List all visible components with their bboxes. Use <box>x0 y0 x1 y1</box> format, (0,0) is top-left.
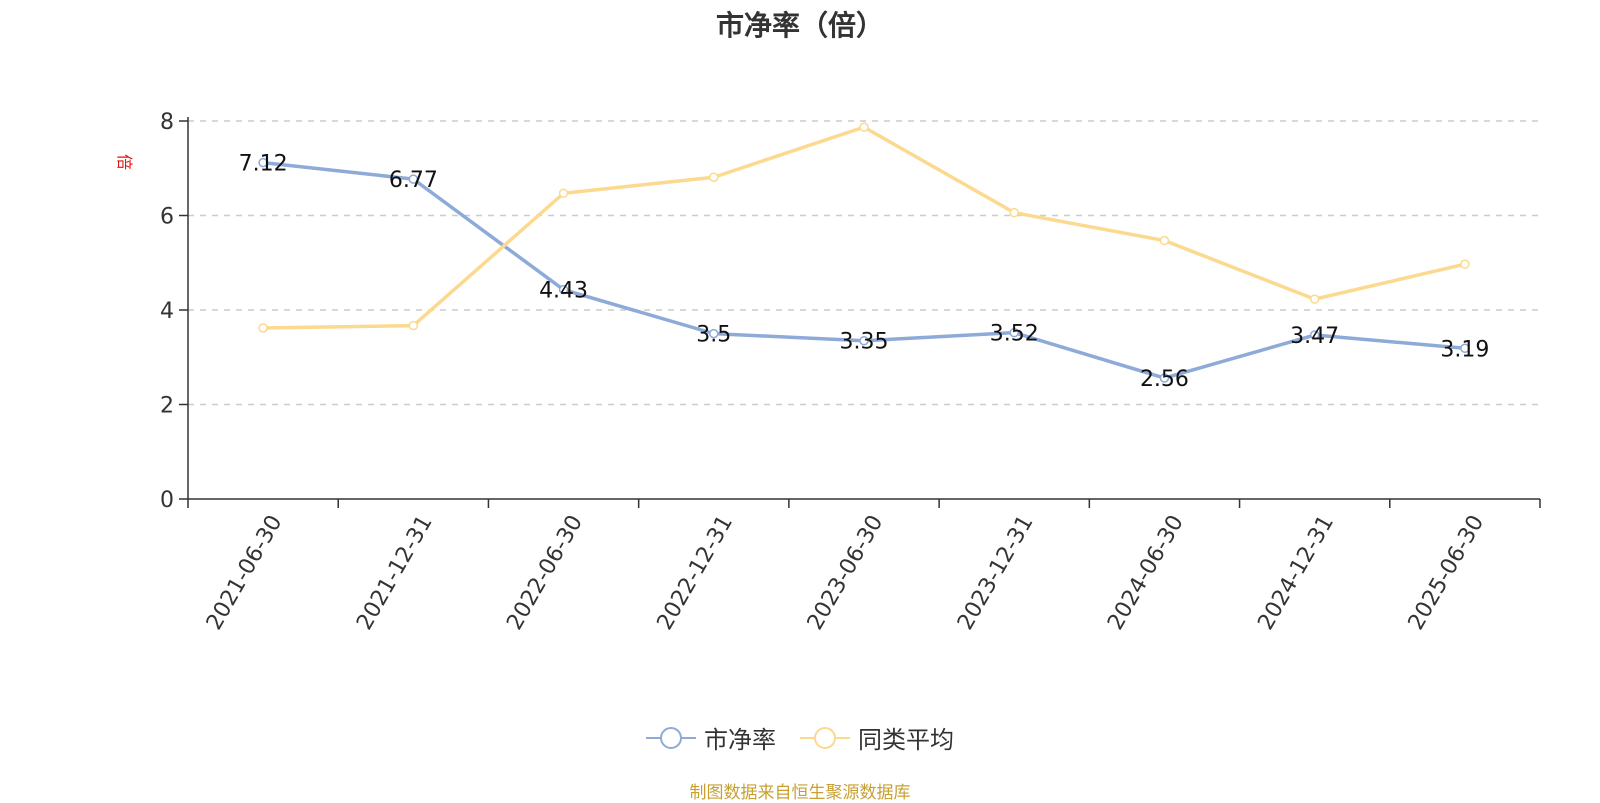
data-point-pb <box>1309 330 1320 340</box>
data-label-pb: 2.56 <box>1140 367 1189 392</box>
data-point-pb <box>1460 343 1470 354</box>
legend-label-peer-average: 同类平均 <box>858 726 954 754</box>
data-point-pb <box>558 284 569 295</box>
data-point-peer-average <box>258 323 268 333</box>
data-source-note: 制图数据来自恒生聚源数据库 <box>689 783 911 803</box>
data-point-peer-average <box>1159 235 1170 246</box>
line-chart: 0 2 4 6 8 2021-06-30 2021-12-31 2022-06-30 2022-… <box>160 110 1541 634</box>
grid-lines <box>188 120 1540 406</box>
data-point-peer-average <box>558 188 569 199</box>
data-label-pb: 3.47 <box>1290 324 1339 349</box>
data-label-pb: 3.35 <box>840 330 889 355</box>
data-point-pb <box>1009 327 1019 338</box>
series-group <box>258 122 1470 383</box>
data-point-peer-average <box>408 320 419 331</box>
data-point-pb <box>709 328 719 339</box>
data-labels: 7.12 6.77 4.43 3.5 3.35 3.52 2.56 3.47 3.19 <box>239 152 1490 392</box>
data-label-pb: 3.52 <box>990 322 1039 347</box>
x-tick-label: 2025-06-30 <box>1404 511 1490 634</box>
data-point-peer-average <box>1009 207 1019 218</box>
x-tick-label: 2024-12-31 <box>1253 511 1339 634</box>
x-tick-label: 2023-12-31 <box>953 511 1039 634</box>
x-tick-label: 2021-12-31 <box>352 511 438 634</box>
y-tick-label: 8 <box>160 110 174 135</box>
data-point-peer-average <box>859 122 869 132</box>
data-label-pb: 6.77 <box>389 168 438 193</box>
chart-title: 市净率（倍） <box>715 9 884 42</box>
data-point-pb <box>258 157 268 168</box>
legend-item-peer-average[interactable]: 同类平均 <box>800 720 954 755</box>
x-tick-label: 2022-06-30 <box>502 511 588 634</box>
legend-label-pb: 市净率 <box>704 726 776 754</box>
series-line-peer-average <box>263 125 1466 330</box>
data-label-pb: 3.5 <box>696 323 731 348</box>
y-tick-label: 4 <box>160 299 174 324</box>
x-tick-label: 2024-06-30 <box>1103 511 1189 634</box>
data-label-pb: 4.43 <box>539 279 588 304</box>
x-tick-label: 2021-06-30 <box>202 511 288 634</box>
legend-swatch-peer-average <box>800 726 850 749</box>
data-point-peer-average <box>709 172 719 182</box>
legend-swatch-pb <box>646 726 696 749</box>
data-label-pb: 3.19 <box>1440 337 1489 362</box>
data-point-peer-average <box>1309 294 1320 304</box>
data-point-pb <box>408 174 419 184</box>
legend[interactable]: 市净率 同类平均 <box>0 720 1600 755</box>
legend-item-pb[interactable]: 市净率 <box>646 720 776 755</box>
y-tick-label: 6 <box>160 205 174 230</box>
data-point-peer-average <box>1460 259 1470 269</box>
data-point-pb <box>1159 373 1170 383</box>
y-tick-label: 0 <box>160 488 174 513</box>
data-point-pb <box>859 335 869 346</box>
data-label-pb: 7.12 <box>239 152 288 177</box>
x-tick-label: 2022-12-31 <box>653 511 739 634</box>
x-tick-label: 2023-06-30 <box>803 511 889 634</box>
y-tick-label: 2 <box>160 394 174 419</box>
axes: 0 2 4 6 8 2021-06-30 2021-12-31 2022-06-30 2022-… <box>160 110 1541 634</box>
